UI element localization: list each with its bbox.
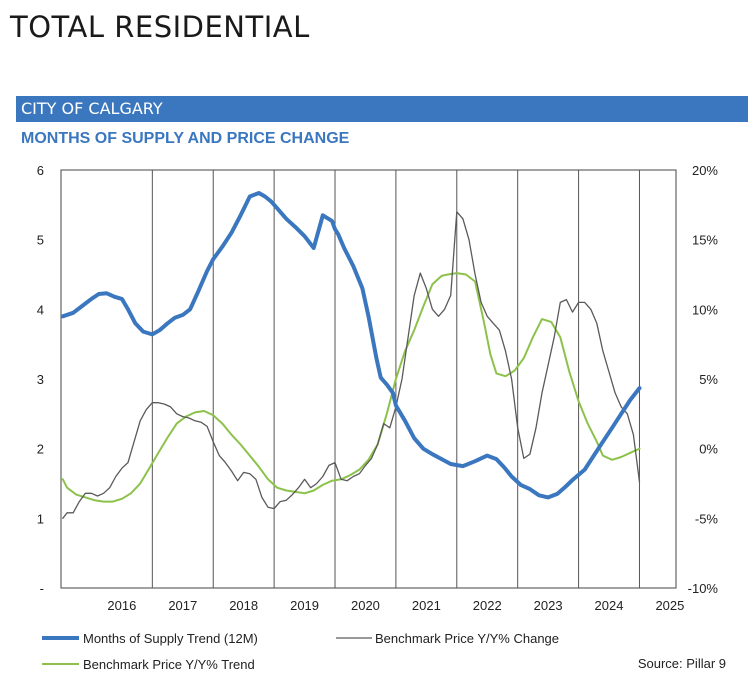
chart-title: MONTHS OF SUPPLY AND PRICE CHANGE — [21, 130, 350, 147]
y-left-tick-label: 4 — [37, 302, 44, 317]
source-note: Source: Pillar 9 — [637, 656, 726, 671]
y-left-tick-label: 6 — [37, 163, 44, 178]
section-band: CITY OF CALGARY — [16, 96, 748, 122]
y-right-tick-label: -5% — [695, 511, 719, 526]
x-tick-label: 2025 — [655, 598, 684, 613]
x-tick-label: 2020 — [351, 598, 380, 613]
y-right-tick-label: 5% — [699, 372, 718, 387]
section-band-label: CITY OF CALGARY — [21, 99, 163, 118]
y-left-tick-label: 2 — [37, 442, 44, 457]
x-tick-label: 2022 — [473, 598, 502, 613]
legend-label-price-trend: Benchmark Price Y/Y% Trend — [83, 657, 255, 672]
series-line-supply — [60, 191, 642, 500]
y-left-tick-label: 3 — [37, 372, 44, 387]
x-tick-label: 2016 — [107, 598, 136, 613]
series-line-price-change — [62, 211, 641, 519]
y-right-tick-label: -10% — [688, 581, 719, 596]
plot-area — [60, 169, 677, 589]
x-tick-label: 2019 — [290, 598, 319, 613]
x-tick-label: 2017 — [168, 598, 197, 613]
legend-label-supply: Months of Supply Trend (12M) — [83, 631, 258, 646]
y-left-tick-label: - — [40, 581, 44, 596]
y-right-tick-label: 15% — [692, 233, 718, 248]
y-left-tick-label: 1 — [37, 511, 44, 526]
y-right-tick-label: 20% — [692, 163, 718, 178]
x-tick-label: 2024 — [595, 598, 624, 613]
x-tick-label: 2023 — [534, 598, 563, 613]
y-left-tick-label: 5 — [37, 233, 44, 248]
page-title: TOTAL RESIDENTIAL — [10, 10, 310, 44]
legend-label-price-change: Benchmark Price Y/Y% Change — [375, 631, 559, 646]
series-line-price-trend — [61, 272, 641, 503]
y-right-tick-label: 10% — [692, 302, 718, 317]
x-tick-label: 2021 — [412, 598, 441, 613]
x-tick-label: 2018 — [229, 598, 258, 613]
y-right-tick-label: 0% — [699, 442, 718, 457]
